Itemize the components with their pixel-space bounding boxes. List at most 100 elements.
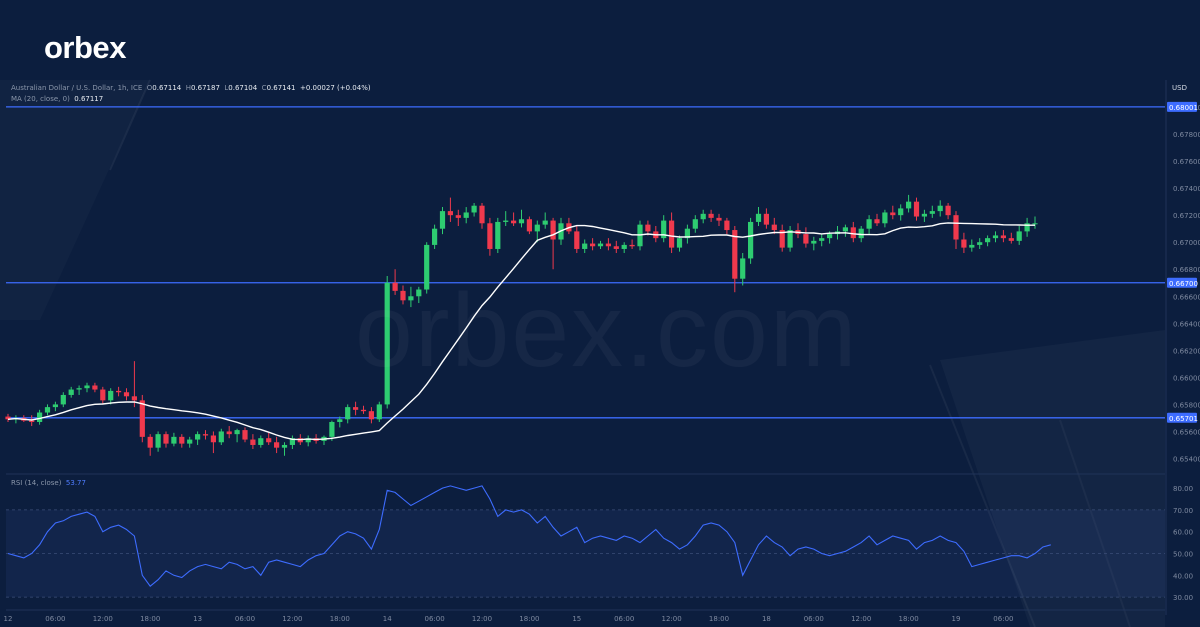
rsi-tick-label: 50.00: [1173, 550, 1193, 558]
candle-body: [44, 407, 51, 413]
bull-candle: [929, 205, 935, 218]
bull-candle: [439, 207, 446, 235]
bull-candle: [518, 209, 525, 228]
candle-body: [669, 220, 675, 248]
level-tag: [1167, 101, 1197, 112]
time-tick-label: 06:00: [425, 615, 445, 623]
bull-candle: [155, 431, 161, 452]
bull-candle: [218, 428, 224, 445]
candle-body: [266, 438, 272, 443]
candle-body: [961, 239, 967, 248]
bear-candle: [226, 426, 232, 439]
candle-body: [969, 244, 975, 248]
candle-body: [376, 404, 382, 420]
rsi-tick-label: 30.00: [1173, 594, 1193, 602]
candle-body: [787, 230, 793, 248]
candle-body: [52, 404, 58, 408]
candle-body: [455, 215, 461, 218]
bull-candle: [463, 207, 469, 224]
candle-body: [779, 230, 785, 248]
bear-candle: [913, 197, 920, 221]
bull-candle: [84, 382, 90, 393]
background-decoration: [109, 79, 1131, 627]
bull-candle: [345, 404, 351, 424]
bear-candle: [574, 225, 580, 254]
time-tick-label: 12:00: [851, 615, 871, 623]
bull-candle: [337, 416, 343, 428]
bear-candle: [890, 205, 896, 220]
price-tick-label: 0.66800: [1173, 266, 1200, 274]
bull-candle: [621, 242, 627, 254]
candle-body: [289, 438, 295, 445]
bear-candle: [100, 386, 106, 405]
candle-body: [1032, 223, 1038, 225]
brand-logo: orbex: [44, 30, 126, 66]
bear-candle: [163, 431, 169, 448]
candle-body: [281, 444, 288, 448]
rsi-line: [7, 485, 1051, 587]
candle-body: [37, 412, 43, 422]
bear-candle: [605, 238, 611, 251]
candle-body: [368, 411, 374, 420]
bear-candle: [368, 407, 374, 424]
time-tick-label: 06:00: [804, 615, 824, 623]
candle-body: [906, 201, 912, 209]
candle-body: [503, 220, 509, 222]
bull-candle: [985, 235, 991, 247]
candle-body: [850, 227, 856, 239]
bull-candle: [1016, 225, 1022, 245]
bull-candle: [68, 386, 74, 398]
bull-candle: [432, 224, 438, 249]
time-tick-label: 06:00: [45, 615, 65, 623]
bear-candle: [266, 432, 272, 445]
candle-body: [179, 436, 185, 444]
candle-body: [740, 258, 746, 279]
candle-body: [479, 205, 485, 224]
bull-candle: [921, 209, 927, 222]
candle-body: [827, 234, 833, 239]
time-tick-label: 06:00: [614, 615, 634, 623]
price-tick-label: 0.66200: [1173, 347, 1200, 355]
bear-candle: [147, 434, 153, 456]
candle-body: [985, 238, 991, 243]
bear-candle: [5, 413, 11, 422]
bear-candle: [795, 223, 801, 239]
candle-body: [76, 388, 82, 390]
candle-body: [724, 220, 730, 231]
candle-body: [210, 435, 216, 443]
bull-candle: [376, 401, 382, 422]
bull-candle: [187, 436, 193, 448]
candle-body: [748, 221, 754, 259]
bull-candle: [416, 286, 422, 304]
bull-candle: [661, 215, 667, 243]
bear-candle: [874, 213, 880, 226]
bull-candle: [787, 225, 793, 252]
ma-label: MA (20, close, 0): [11, 95, 70, 103]
time-tick-label: 18:00: [330, 615, 350, 623]
bull-candle: [977, 238, 983, 249]
high-value: 0.67187: [190, 84, 220, 92]
bear-candle: [242, 427, 248, 443]
watermark: orbex.com: [355, 272, 859, 391]
candle-body: [1000, 235, 1006, 239]
bull-candle: [329, 420, 335, 441]
bull-candle: [321, 435, 327, 445]
bull-candle: [60, 392, 66, 408]
bull-candle: [842, 224, 848, 237]
level-label: 0.65701: [1169, 415, 1198, 423]
bear-candle: [629, 239, 635, 249]
bear-candle: [353, 401, 359, 416]
candle-body: [1008, 238, 1014, 241]
candle-body: [108, 390, 114, 401]
time-tick-label: 18:00: [899, 615, 919, 623]
price-legend: Australian Dollar / U.S. Dollar, 1h, ICE…: [11, 84, 371, 92]
candle-body: [226, 431, 232, 435]
candle-body: [953, 215, 959, 240]
time-tick-label: 12: [4, 615, 13, 623]
bull-candle: [898, 204, 904, 221]
candle-body: [629, 244, 635, 247]
decor-line: [929, 364, 1036, 627]
bull-candle: [937, 200, 943, 217]
candle-body: [621, 244, 627, 249]
